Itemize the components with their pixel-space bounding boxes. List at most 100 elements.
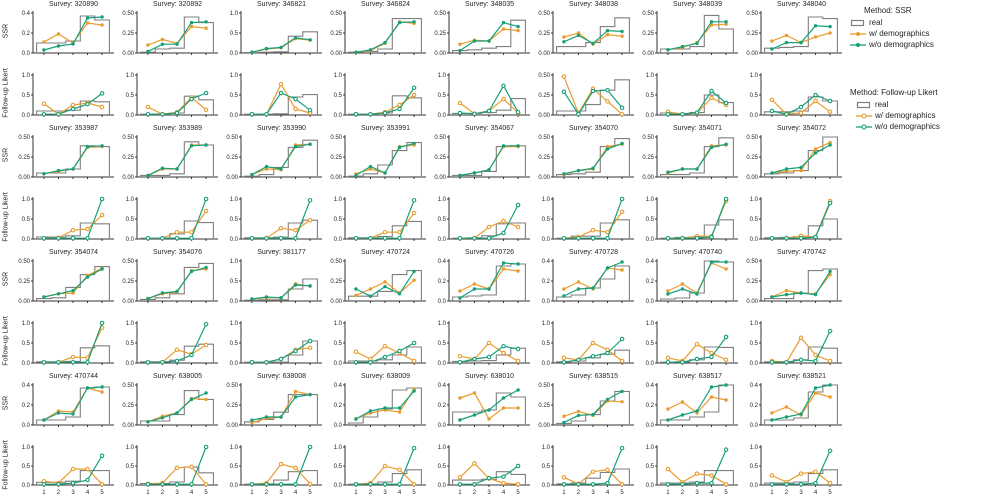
wo-demographics-series-marker xyxy=(85,386,90,390)
chart-title: Survey: 381177 xyxy=(257,249,306,256)
wo-demographics-series-marker xyxy=(605,87,610,93)
y-tick-label: 0.50 xyxy=(122,259,134,265)
w-demographics-series-marker xyxy=(620,34,624,38)
x-tick-label: 4 xyxy=(190,490,194,496)
y-tick-label: 0.0 xyxy=(542,299,551,305)
y-tick-label: 0.0 xyxy=(646,237,655,243)
chart-panel-470742-likert: 0.0 0.5 1.0 xyxy=(740,310,844,372)
chart-panel-470742-ssr: Survey: 470742 0.00 0.25 0.50 xyxy=(740,248,844,310)
w-demographics-series xyxy=(667,200,727,239)
wo-demographics-series xyxy=(251,199,311,239)
y-tick-label: 0.5 xyxy=(22,217,31,223)
wo-demographics-series-marker xyxy=(353,111,359,117)
x-tick-label: 5 xyxy=(620,490,624,496)
chart-panel-353989-likert: 0.0 0.5 1.0 xyxy=(116,186,220,248)
chart-title: Survey: 470742 xyxy=(776,249,827,256)
chart-plot-ssr: 0.00 0.25 0.50 xyxy=(642,135,738,181)
wo-demographics-series-marker xyxy=(680,359,685,365)
chart-grid: Survey: 320890 0.0 0.2 0.4 Survey: 320892 0.0… xyxy=(12,0,844,498)
wo-demographics-series-marker xyxy=(486,235,492,241)
chart-plot-ssr: 0.0 0.2 0.4 xyxy=(438,383,530,429)
wo-demographics-series-marker xyxy=(382,354,388,360)
wo-demographics-series-marker xyxy=(42,172,46,176)
chart-plot-likert: 0.0 0.5 1.0 xyxy=(230,321,322,367)
wo-demographics-series-marker xyxy=(382,235,388,241)
y-tick-label: 1.0 xyxy=(334,445,343,451)
wo-demographics-series-marker xyxy=(368,111,373,117)
chart-title: Survey: 348040 xyxy=(776,1,827,8)
wo-demographics-series-marker xyxy=(591,41,595,46)
w-demographics-series-marker xyxy=(85,21,90,25)
real-step-series xyxy=(660,137,734,177)
chart-title: Survey: 354076 xyxy=(152,249,203,256)
wo-demographics-series-marker xyxy=(709,234,714,240)
y-tick-label: 0.5 xyxy=(230,341,239,347)
wo-demographics-series-marker xyxy=(160,111,165,117)
wo-demographics-series-marker xyxy=(411,445,417,451)
w-demographics-series-marker xyxy=(799,168,803,173)
w-demographics-series-marker xyxy=(278,225,284,231)
real-step-series xyxy=(244,31,318,54)
w-demographics-series-marker xyxy=(680,282,685,286)
x-tick-label: 5 xyxy=(516,490,520,496)
y-tick-label: 0.0 xyxy=(438,113,447,119)
wo-demographics-series-marker xyxy=(250,50,254,54)
y-tick-label: 0.4 xyxy=(646,383,655,389)
chart-panel-353987-likert: 0.0 0.5 1.0 xyxy=(12,186,116,248)
wo-demographics-series-marker xyxy=(99,320,105,326)
chart-title: Survey: 354072 xyxy=(776,125,827,132)
wo-demographics-series-marker xyxy=(799,165,803,170)
chart-title: Survey: 354071 xyxy=(672,125,723,132)
y-tick-label: 0.00 xyxy=(746,51,758,57)
w-demographics-series xyxy=(459,392,519,420)
y-tick-label: 0.5 xyxy=(646,341,655,347)
chart-title: Survey: 638008 xyxy=(256,373,307,380)
w-demographics-series-marker xyxy=(70,102,76,108)
chart-panel-638521-ssr: Survey: 638521 0.0 0.2 0.4 xyxy=(740,372,844,434)
y-tick-label: 0.25 xyxy=(226,403,238,409)
wo-demographics-series-marker xyxy=(56,411,61,415)
line-filled-dot-icon xyxy=(850,31,866,36)
y-tick-label: 0.00 xyxy=(18,175,30,181)
x-tick-label: 3 xyxy=(383,490,387,496)
wo-demographics-series-marker xyxy=(412,20,416,24)
legend-item-w-demographics: w/ demographics xyxy=(850,110,940,121)
wo-demographics-series-marker xyxy=(308,142,312,146)
chart-panel-354076-likert: 0.0 0.5 1.0 xyxy=(116,310,220,372)
w-demographics-series-marker xyxy=(307,217,313,223)
wo-demographics-series-marker xyxy=(397,292,402,296)
y-tick-label: 0.50 xyxy=(330,11,342,17)
chart-title: Survey: 638515 xyxy=(568,373,619,380)
y-tick-label: 0.25 xyxy=(434,31,446,37)
chart-plot-ssr: 0.00 0.25 0.50 xyxy=(122,135,218,181)
wo-demographics-series-marker xyxy=(160,166,165,170)
wo-demographics-series-marker xyxy=(71,288,75,293)
y-tick-label: 0.25 xyxy=(746,279,758,285)
w-demographics-series-marker xyxy=(724,22,728,26)
y-tick-label: 0.25 xyxy=(330,155,342,161)
wo-demographics-series-marker xyxy=(472,413,477,417)
row-label-text: Follow-up Likert xyxy=(2,68,10,118)
y-tick-label: 0.5 xyxy=(438,341,447,347)
y-tick-label: 0.0 xyxy=(230,299,239,305)
y-tick-label: 1.0 xyxy=(334,321,343,327)
wo-demographics-series-marker xyxy=(457,235,463,241)
chart-plot-likert: 0.0 0.5 1.0 xyxy=(438,73,530,119)
wo-demographics-series-marker xyxy=(279,296,283,300)
chart-plot-ssr: 0.00 0.25 0.50 xyxy=(122,259,218,305)
line-open-dot-icon xyxy=(856,123,872,130)
wo-demographics-series-marker xyxy=(293,235,298,241)
real-step-series xyxy=(244,278,318,301)
w-demographics-series-marker xyxy=(100,390,104,394)
w-demographics-series-marker xyxy=(411,210,417,216)
real-step-series xyxy=(244,394,318,425)
w-demographics-series-marker xyxy=(204,397,208,402)
w-demographics-series-marker xyxy=(501,406,506,410)
y-tick-label: 0.0 xyxy=(646,299,655,305)
wo-demographics-series-marker xyxy=(813,480,818,486)
y-tick-label: 0.2 xyxy=(750,403,759,409)
wo-demographics-series-marker xyxy=(828,24,832,29)
w-demographics-series-marker xyxy=(100,23,104,27)
wo-demographics-series-marker xyxy=(501,474,506,479)
line-filled-dot-icon xyxy=(850,42,866,47)
